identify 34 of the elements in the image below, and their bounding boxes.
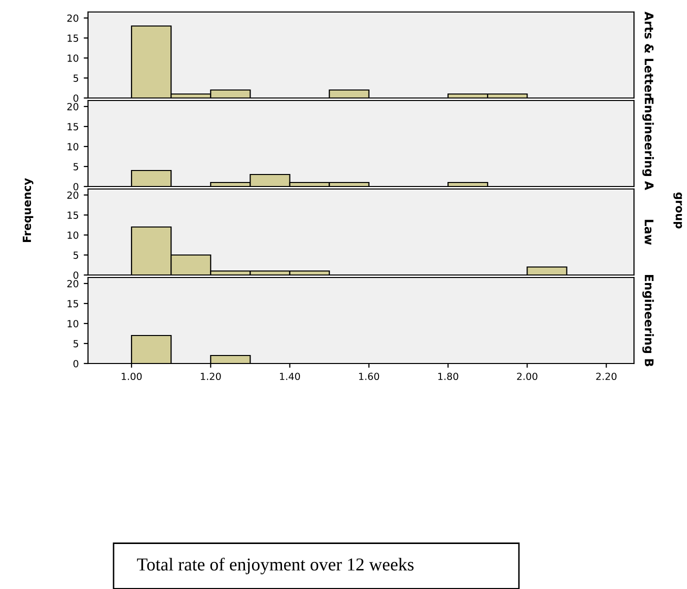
y-tick-label: 0 (73, 94, 78, 102)
y2-axis-title: Arts & Letter (644, 12, 654, 98)
y-axis-title: Frequency (22, 178, 34, 242)
x-tick-label: 1.20 (200, 372, 221, 380)
y2-axis-title: Law (644, 220, 654, 245)
y-tick-label: 15 (68, 300, 78, 308)
y-tick-label: 15 (68, 212, 78, 219)
y-tick-label: 10 (68, 142, 78, 150)
y-tick-label: 20 (67, 280, 78, 288)
x-tick-label: 1.60 (359, 372, 380, 380)
y2-axis-title: Engineering B (642, 274, 654, 366)
y-tick-label: 20 (67, 191, 78, 199)
y-tick-label: 20 (67, 102, 78, 110)
y-tick-label: 15 (68, 34, 78, 42)
x-tick-label: 1.80 (438, 372, 458, 380)
x-tick-label: 2.00 (517, 372, 538, 380)
y-tick-label: 5 (74, 252, 78, 259)
y-tick-label: 10 (68, 320, 78, 328)
x-axis-title: Total rate of enjoyment over 12 weeks (137, 558, 414, 574)
y-tick-label: 5 (74, 163, 78, 170)
y-tick-label: 10 (68, 54, 78, 62)
y-tick-label: 20 (67, 14, 78, 22)
y-tick-label: 10 (68, 231, 78, 239)
y-tick-label: 5 (74, 340, 78, 348)
y-tick-label: 0 (73, 271, 78, 279)
x-tick-label: 1.00 (122, 372, 142, 380)
y-tick-label: 5 (74, 74, 78, 82)
y-tick-label: 0 (73, 360, 78, 368)
x-tick-label: 2.20 (596, 372, 616, 380)
x-tick-label: 1.40 (280, 372, 300, 380)
y2-axis-title: Engineering A (642, 98, 654, 190)
y-tick-label: 0 (73, 182, 78, 190)
y-tick-label: 15 (68, 123, 78, 130)
text: group (673, 192, 682, 228)
